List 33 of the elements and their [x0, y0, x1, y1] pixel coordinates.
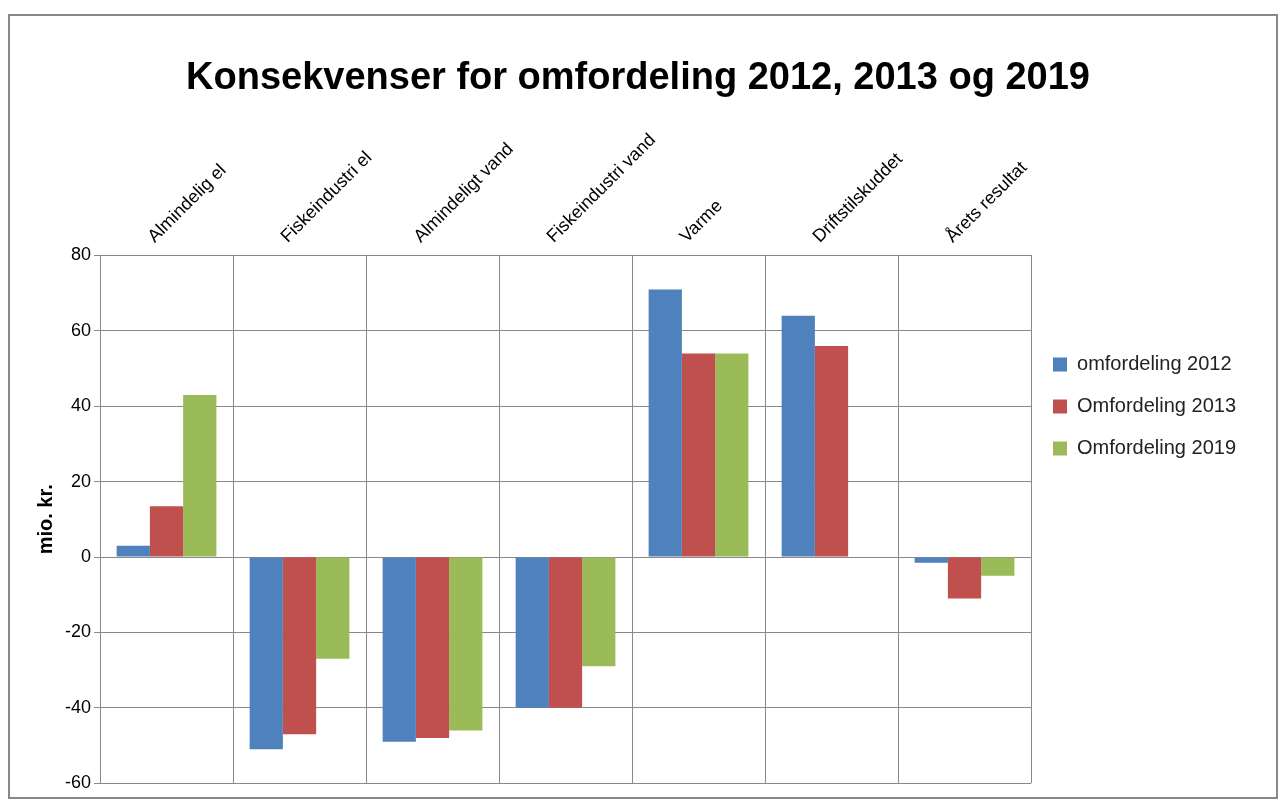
- bar: [149, 506, 184, 557]
- bar: [183, 394, 217, 557]
- bar: [282, 557, 317, 735]
- bar: [681, 353, 716, 557]
- chart-title: Konsekvenser for omfordeling 2012, 2013 og 2019: [186, 55, 1090, 98]
- y-tick-label: 60: [70, 319, 92, 340]
- bar: [382, 557, 416, 742]
- bar: [449, 557, 483, 731]
- bar: [947, 557, 982, 599]
- y-tick-label: -20: [65, 621, 92, 642]
- bar: [249, 557, 283, 750]
- y-tick-label: 40: [70, 395, 92, 416]
- legend-label: omfordeling 2012: [1077, 352, 1232, 375]
- bar: [814, 345, 849, 557]
- bar: [316, 557, 350, 659]
- legend-label: Omfordeling 2019: [1077, 436, 1236, 459]
- y-tick-label: -40: [65, 696, 92, 717]
- bar: [981, 557, 1015, 576]
- legend-label: Omfordeling 2013: [1077, 394, 1236, 417]
- bar: [914, 557, 948, 563]
- bar: [715, 353, 749, 557]
- y-tick-label: 80: [70, 244, 92, 265]
- y-axis-title: mio. kr.: [33, 484, 56, 555]
- bar: [415, 557, 450, 738]
- y-tick-label: -60: [65, 772, 92, 793]
- y-tick-label: 0: [81, 545, 92, 566]
- bar: [781, 315, 815, 557]
- bar: [515, 557, 549, 708]
- bar: [116, 545, 150, 557]
- bar: [548, 557, 583, 708]
- bar: [582, 557, 616, 667]
- y-tick-label: 20: [70, 470, 92, 491]
- bar: [648, 289, 682, 557]
